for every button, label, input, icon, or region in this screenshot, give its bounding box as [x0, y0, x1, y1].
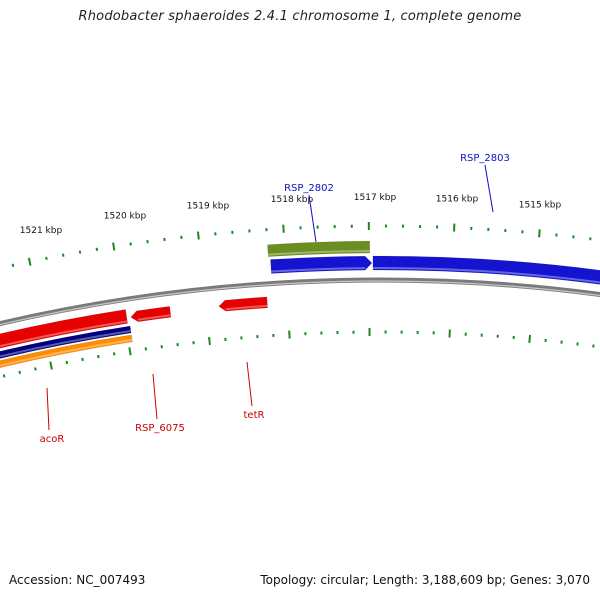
gene-tetr-highlight: [225, 304, 268, 311]
label-rsp-6075-leader: [152, 373, 158, 420]
backbone: [0, 277, 600, 327]
inner-minor-tick: [2, 374, 6, 378]
backbone-highlight: [0, 280, 600, 326]
scale-label: 1520 kbp: [104, 212, 147, 222]
scale-label: 1518 kbp: [271, 195, 314, 205]
label-rsp-2802[interactable]: RSP_2802: [284, 183, 334, 194]
scale-label: 1519 kbp: [187, 201, 230, 211]
backbone-arc: [0, 277, 600, 327]
gene-navy-highlight: [0, 329, 131, 358]
inner-minor-tick: [97, 354, 100, 359]
gene-olive-highlight: [268, 250, 370, 256]
outer-minor-tick: [45, 256, 48, 261]
inner-major-tick: [208, 336, 211, 346]
outer-minor-tick: [61, 253, 65, 257]
inner-minor-tick: [34, 367, 37, 371]
scale-label: 1516 kbp: [436, 195, 479, 205]
inner-minor-tick: [65, 360, 69, 365]
outer-major-tick: [27, 257, 32, 266]
label-rsp-2802-leader: [308, 194, 317, 243]
gene-rsp-2803-highlight: [372, 267, 600, 284]
label-rsp-2803[interactable]: RSP_2803: [460, 153, 510, 164]
gene-orange[interactable]: [0, 334, 133, 375]
scale-label: 1515 kbp: [519, 200, 562, 210]
genome-summary: Topology: circular; Length: 3,188,609 bp…: [260, 573, 590, 587]
accession-text: Accession: NC_007493: [9, 573, 146, 587]
inner-major-tick: [49, 361, 53, 370]
feature-track: [0, 240, 600, 375]
outer-major-tick: [538, 229, 541, 238]
inner-major-tick: [128, 347, 132, 356]
gene-olive[interactable]: [267, 240, 371, 257]
gene-rsp-6075[interactable]: [130, 306, 172, 323]
gene-labels: RSP_2802 RSP_2803 acoR RSP_6075 tetR: [40, 153, 510, 445]
inner-major-tick: [528, 334, 532, 343]
label-tetr[interactable]: tetR: [244, 410, 265, 421]
scale-label: 1521 kbp: [20, 226, 63, 236]
label-acor[interactable]: acoR: [40, 434, 65, 445]
gene-navy[interactable]: [0, 325, 132, 366]
label-acor-leader: [46, 387, 50, 431]
label-rsp-6075[interactable]: RSP_6075: [135, 423, 185, 434]
outer-major-tick: [112, 242, 116, 251]
gene-rsp-2802-highlight: [271, 267, 366, 273]
outer-tick-track: [11, 222, 592, 267]
gene-rsp-2802[interactable]: [270, 255, 373, 274]
gene-acor[interactable]: [0, 309, 128, 355]
outer-minor-tick: [78, 250, 82, 254]
gene-rsp-6075-highlight: [137, 314, 171, 321]
gene-tetr[interactable]: [218, 296, 268, 312]
scale-labels: 1521 kbp 1520 kbp 1519 kbp 1518 kbp 1517 kbp…: [20, 193, 562, 236]
inner-tick-track: [2, 328, 595, 378]
gene-acor-highlight: [0, 320, 128, 348]
scale-label: 1517 kbp: [354, 193, 397, 203]
label-tetr-leader: [246, 361, 253, 407]
inner-minor-tick: [18, 370, 22, 375]
map-title: Rhodobacter sphaeroides 2.4.1 chromosome…: [78, 9, 522, 24]
inner-minor-tick: [81, 357, 84, 362]
gene-rsp-2803[interactable]: [372, 255, 600, 289]
outer-major-tick: [196, 231, 200, 240]
label-rsp-2803-leader: [484, 164, 494, 213]
outer-minor-tick: [11, 263, 15, 267]
gene-orange-highlight: [0, 338, 133, 367]
